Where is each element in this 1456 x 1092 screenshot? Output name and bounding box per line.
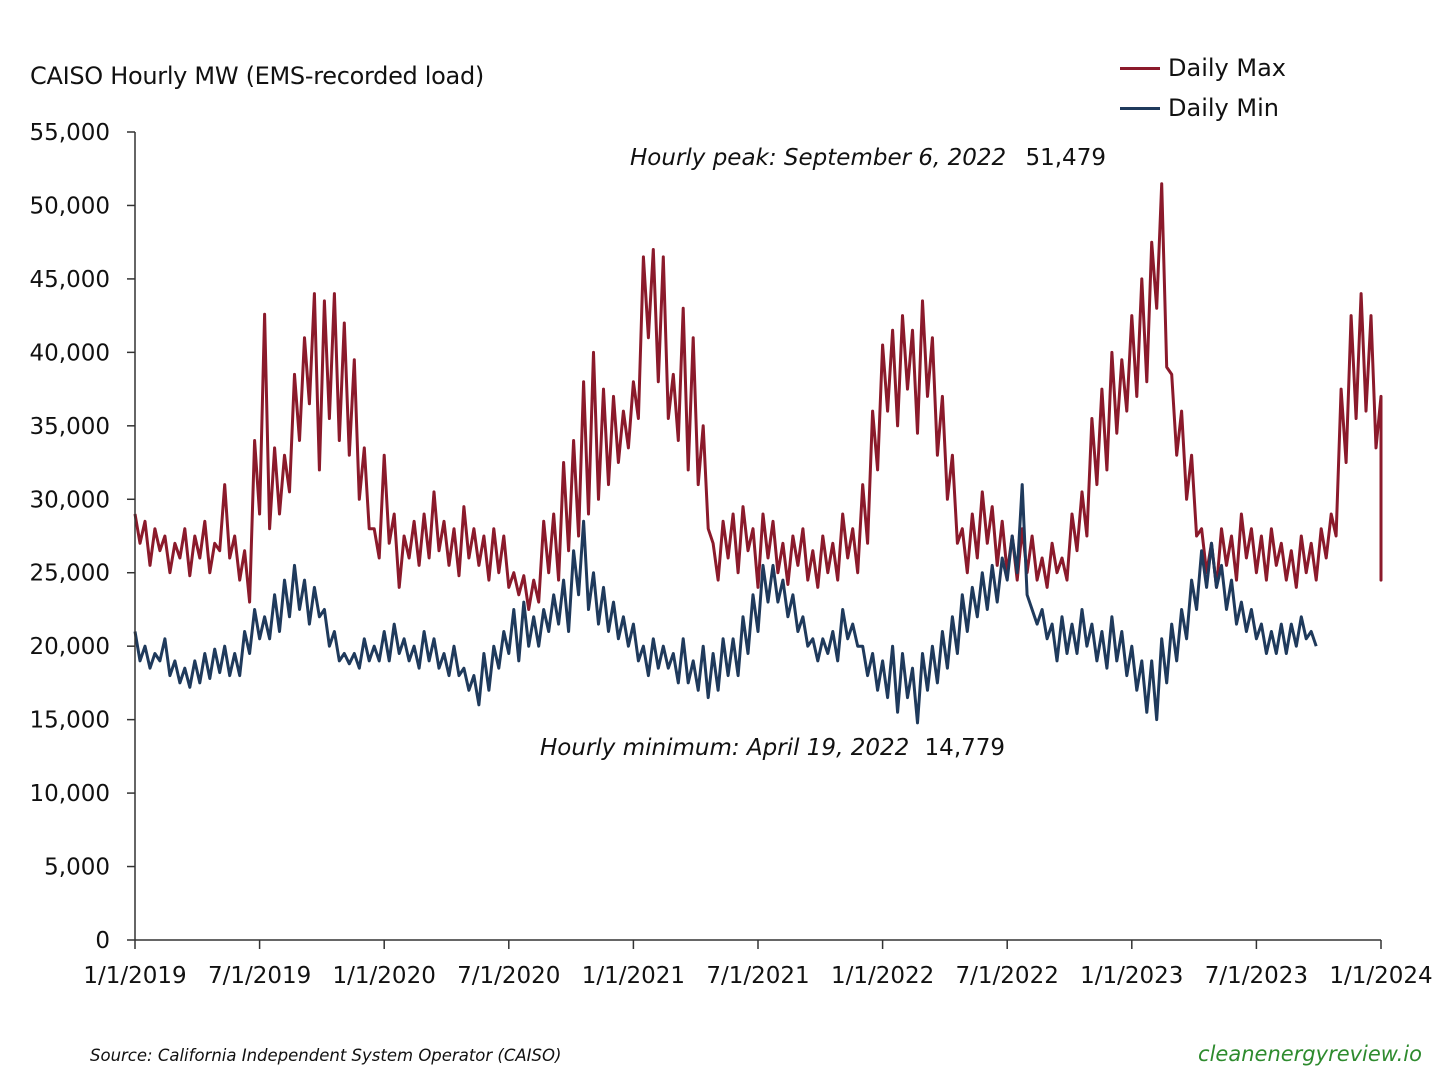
brand-watermark: cleanenergyreview.io <box>1198 1042 1422 1066</box>
series-line-daily-max <box>133 182 1383 611</box>
y-tick-label: 25,000 <box>30 561 110 587</box>
series-layer <box>133 182 1383 725</box>
annotation-minimum-label: Hourly minimum: April 19, 2022 <box>540 735 910 761</box>
legend-item-daily-max: Daily Max <box>1120 48 1286 88</box>
series-line-daily-min <box>133 483 1318 725</box>
annotation-peak: Hourly peak: September 6, 2022 51,479 <box>630 145 1106 171</box>
source-note: Source: California Independent System Op… <box>90 1046 562 1065</box>
x-tick-label: 1/1/2021 <box>582 963 685 989</box>
y-tick-label: 20,000 <box>30 634 110 660</box>
annotation-peak-value: 51,479 <box>1025 145 1106 171</box>
x-tick-label: 1/1/2022 <box>831 963 934 989</box>
tick-label-layer: 0 5,000 10,000 15,000 20,000 25,000 30,000 35,0… <box>30 120 1433 989</box>
y-tick-label: 5,000 <box>44 855 110 881</box>
x-tick-label: 7/1/2023 <box>1205 963 1308 989</box>
x-tick-label: 1/1/2019 <box>83 963 186 989</box>
annotation-peak-label: Hourly peak: September 6, 2022 <box>630 145 1007 171</box>
x-tick-label: 1/1/2023 <box>1080 963 1183 989</box>
x-tick-label: 7/1/2019 <box>208 963 311 989</box>
chart-title: CAISO Hourly MW (EMS-recorded load) <box>30 62 484 90</box>
legend-item-daily-min: Daily Min <box>1120 88 1286 128</box>
y-tick-label: 50,000 <box>30 193 110 219</box>
y-tick-label: 45,000 <box>30 267 110 293</box>
y-tick-label: 35,000 <box>30 414 110 440</box>
y-tick-label: 15,000 <box>30 708 110 734</box>
x-tick-label: 7/1/2021 <box>706 963 809 989</box>
x-tick-label: 7/1/2020 <box>457 963 560 989</box>
y-tick-label: 10,000 <box>30 781 110 807</box>
x-tick-label: 1/1/2024 <box>1329 963 1432 989</box>
annotation-minimum-value: 14,779 <box>924 735 1006 761</box>
x-tick-label: 1/1/2020 <box>333 963 436 989</box>
y-tick-label: 55,000 <box>30 120 110 146</box>
legend: Daily Max Daily Min <box>1120 48 1286 128</box>
y-tick-label: 40,000 <box>30 340 110 366</box>
annotation-minimum: Hourly minimum: April 19, 2022 14,779 <box>540 735 1005 761</box>
legend-label-daily-max: Daily Max <box>1168 54 1286 82</box>
legend-label-daily-min: Daily Min <box>1168 94 1279 122</box>
y-tick-label: 0 <box>95 928 110 954</box>
x-tick-label: 7/1/2022 <box>956 963 1059 989</box>
legend-swatch-daily-min <box>1120 106 1160 110</box>
legend-swatch-daily-max <box>1120 66 1160 70</box>
axis-layer <box>127 131 1382 949</box>
y-tick-label: 30,000 <box>30 487 110 513</box>
